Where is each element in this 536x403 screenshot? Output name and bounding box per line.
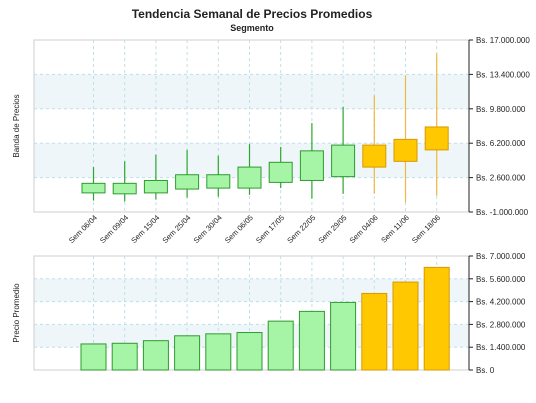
x-category-label: Sem 30/04: [192, 213, 224, 245]
chart-title: Tendencia Semanal de Precios Promedios: [132, 7, 373, 21]
x-category-label: Sem 04/06: [348, 213, 380, 245]
top-y-ticks: Bs. -1.000.000 Bs. 2.600.000 Bs. 6.200.000…: [468, 36, 530, 217]
candle-body: [206, 174, 231, 189]
top-y-axis-label: Banda de Precios: [12, 94, 21, 157]
x-category-labels: Sem 06/04 Sem 09/04 Sem 15/04 Sem 25/04 Sem …: [67, 213, 442, 245]
candle-body: [175, 174, 200, 190]
y-tick-label: Bs. 2.600.000: [476, 174, 526, 183]
bar: [174, 335, 201, 371]
candle-body: [331, 144, 356, 178]
y-tick-label: Bs. 0: [476, 366, 495, 375]
bar: [236, 332, 263, 371]
candle-body-forecast: [393, 138, 418, 162]
band-stripe: [34, 278, 469, 302]
candle-body-forecast: [362, 144, 387, 168]
bottom-y-axis-label: Precio Promedio: [12, 283, 21, 343]
top-panel: Bs. -1.000.000 Bs. 2.600.000 Bs. 6.200.000…: [12, 36, 530, 217]
bar: [298, 310, 325, 371]
band-stripe: [34, 74, 469, 109]
bar: [267, 320, 294, 371]
bar: [111, 342, 138, 371]
y-tick-label: Bs. 1.400.000: [476, 343, 526, 352]
candle-body: [299, 150, 324, 181]
x-category-label: Sem 11/06: [379, 213, 411, 245]
candle-body: [81, 182, 106, 194]
bottom-panel: Bs. 0 Bs. 1.400.000 Bs. 2.800.000 Bs. 4.200…: [12, 252, 526, 375]
bar: [142, 340, 169, 371]
x-category-label: Sem 17/05: [254, 213, 286, 245]
x-category-label: Sem 29/05: [316, 213, 348, 245]
x-category-label: Sem 06/04: [67, 213, 99, 245]
top-bands: [34, 73, 469, 179]
y-tick-label: Bs. 17.000.000: [476, 36, 530, 45]
bar-forecast: [392, 281, 419, 371]
top-candles: [81, 53, 449, 203]
y-tick-label: Bs. 4.200.000: [476, 298, 526, 307]
x-category-label: Sem 06/05: [223, 213, 255, 245]
bar: [330, 301, 357, 371]
x-category-label: Sem 25/04: [160, 213, 192, 245]
bottom-bars: [80, 266, 450, 371]
y-tick-label: Bs. -1.000.000: [476, 208, 529, 217]
candle-body: [268, 161, 293, 183]
x-category-label: Sem 22/05: [285, 213, 317, 245]
candle-body-forecast: [424, 126, 449, 151]
y-tick-label: Bs. 9.800.000: [476, 105, 526, 114]
bottom-y-ticks: Bs. 0 Bs. 1.400.000 Bs. 2.800.000 Bs. 4.200…: [468, 252, 526, 375]
x-category-label: Sem 09/04: [98, 213, 130, 245]
y-tick-label: Bs. 13.400.000: [476, 70, 530, 79]
candle-body: [143, 179, 168, 194]
candle-body: [112, 182, 137, 195]
chart-subtitle: Segmento: [230, 23, 274, 33]
y-tick-label: Bs. 6.200.000: [476, 139, 526, 148]
y-tick-label: Bs. 7.000.000: [476, 252, 526, 261]
bar-forecast: [361, 292, 388, 371]
x-category-label: Sem 18/06: [410, 213, 442, 245]
bar: [80, 343, 107, 371]
candle-body: [237, 166, 262, 189]
bar: [205, 333, 232, 371]
y-tick-label: Bs. 2.800.000: [476, 320, 526, 329]
y-tick-label: Bs. 5.600.000: [476, 275, 526, 284]
bar-forecast: [423, 266, 450, 371]
x-category-label: Sem 15/04: [129, 213, 161, 245]
